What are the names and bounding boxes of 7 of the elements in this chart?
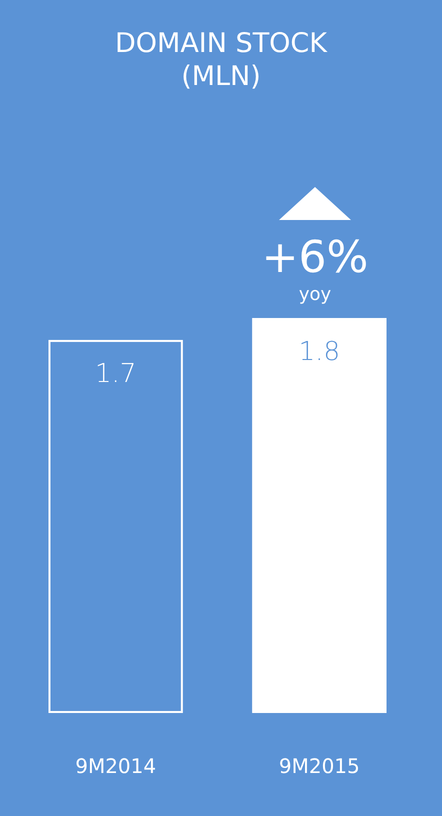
data-label: 1.8 <box>298 337 340 367</box>
x-tick-label: 9M2015 <box>278 754 360 778</box>
data-label: 1.7 <box>94 358 136 389</box>
text: +6% <box>262 232 368 283</box>
text: yoy <box>298 284 332 305</box>
chart-title: DOMAIN STOCK (MLN) <box>115 28 328 92</box>
x-tick-label: 9M2014 <box>75 754 156 778</box>
